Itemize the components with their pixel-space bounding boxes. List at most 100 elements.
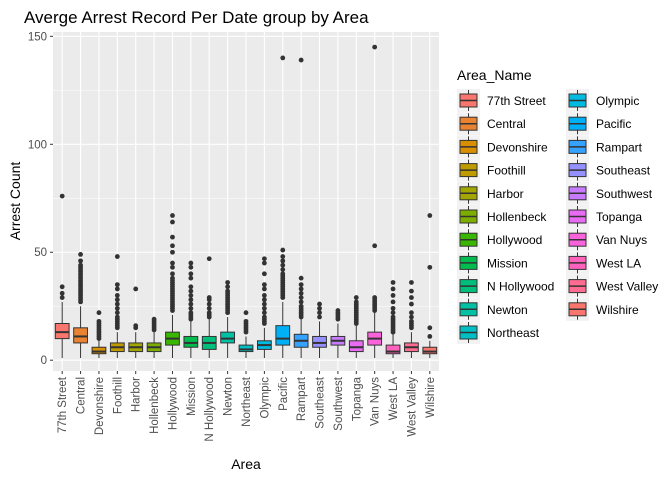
outlier-point: [372, 295, 378, 300]
box: [73, 327, 88, 344]
outlier-point: [298, 299, 304, 305]
outlier-point: [243, 310, 249, 316]
outlier-point: [78, 262, 83, 268]
legend-label: N Hollywood: [487, 280, 554, 294]
legend-item-77th-street: 77th Street: [457, 89, 546, 112]
outlier-point: [390, 286, 396, 292]
outlier-point: [188, 301, 194, 307]
outlier-point: [170, 213, 175, 218]
outlier-point: [261, 297, 267, 303]
box: [91, 346, 107, 355]
boxplot-hollywood: [165, 213, 180, 359]
legend-label: Northeast: [487, 326, 540, 340]
x-tick-label: Southeast: [315, 376, 327, 429]
outlier-point: [317, 305, 322, 311]
outlier-point: [409, 318, 414, 324]
outlier-point: [317, 310, 322, 316]
outlier-point: [225, 288, 231, 294]
legend-label: 77th Street: [487, 94, 546, 108]
outlier-point: [390, 310, 396, 316]
x-tick-label: Hollywood: [167, 377, 179, 430]
legend-label: West LA: [596, 256, 641, 270]
box: [54, 322, 70, 340]
boxplot-devonshire: [91, 310, 107, 359]
outlier-point: [261, 305, 267, 311]
outlier-point: [280, 55, 286, 61]
boxplot-northeast: [238, 310, 254, 359]
outlier-point: [298, 57, 304, 63]
x-tick-label: Topanga: [351, 376, 363, 421]
legend-item-central: Central: [457, 112, 526, 136]
x-tick-label: Rampart: [296, 376, 308, 421]
outlier-point: [170, 249, 175, 255]
legend-item-van-nuys: Van Nuys: [566, 228, 647, 252]
boxplot-harbor: [128, 286, 144, 359]
x-tick-label: Van Nuys: [370, 377, 382, 426]
legend-item-newton: Newton: [457, 297, 528, 321]
legend: Area_Name 77th Street Central Devonshire Fo…: [457, 67, 658, 344]
boxplot-van-nuys: [367, 44, 383, 359]
chart-title: Averge Arrest Record Per Date group by A…: [24, 8, 369, 27]
outlier-point: [427, 334, 433, 339]
outlier-point: [188, 271, 194, 277]
outlier-point: [59, 193, 65, 199]
outlier-point: [298, 286, 304, 292]
legend-label: Southeast: [596, 164, 651, 178]
legend-label: West Valley: [596, 280, 658, 294]
outlier-point: [188, 284, 194, 290]
outlier-point: [427, 325, 433, 331]
outlier-point: [409, 301, 414, 307]
outlier-point: [59, 295, 65, 300]
y-tick-label: 0: [41, 355, 47, 367]
boxplot-hollenbeck: [146, 316, 162, 359]
outlier-point: [225, 284, 231, 290]
outlier-point: [188, 293, 194, 298]
x-tick-label: West Valley: [406, 377, 418, 437]
x-tick-label: Newton: [223, 377, 235, 416]
y-axis-title: Arrest Count: [7, 162, 23, 241]
boxplot-west-valley: [404, 280, 419, 359]
legend-label: Southwest: [596, 187, 653, 201]
legend-item-olympic: Olympic: [566, 89, 639, 112]
outlier-point: [409, 314, 414, 320]
boxplot-newton: [220, 280, 236, 359]
outlier-point: [261, 301, 267, 307]
legend-label: Foothill: [487, 164, 526, 178]
boxplot-mission: [183, 260, 199, 359]
outlier-point: [409, 310, 414, 316]
outlier-point: [59, 284, 65, 290]
legend-item-pacific: Pacific: [566, 112, 631, 136]
outlier-point: [114, 293, 120, 298]
outlier-point: [409, 288, 414, 294]
box: [348, 340, 364, 353]
boxplot-foothill: [109, 254, 125, 359]
outlier-point: [335, 308, 341, 313]
outlier-point: [206, 301, 212, 307]
boxplots: [54, 44, 438, 359]
outlier-point: [390, 293, 396, 298]
outlier-point: [298, 303, 304, 309]
outlier-point: [409, 280, 414, 285]
y-tick-label: 150: [28, 31, 47, 43]
outlier-point: [353, 299, 359, 305]
boxplot-n-hollywood: [201, 256, 217, 359]
legend-label: Rampart: [596, 140, 643, 154]
outlier-point: [390, 314, 396, 320]
outlier-point: [353, 295, 359, 300]
outlier-point: [114, 282, 120, 288]
legend-label: Harbor: [487, 187, 524, 201]
outlier-point: [390, 305, 396, 311]
box: [422, 346, 438, 355]
legend-item-wilshire: Wilshire: [566, 297, 639, 321]
x-tick-label: Hollenbeck: [149, 377, 161, 434]
y-tick-label: 100: [28, 139, 47, 151]
legend-title: Area_Name: [457, 67, 532, 83]
legend-label: Hollenbeck: [487, 210, 547, 224]
outlier-point: [206, 256, 212, 262]
outlier-point: [280, 262, 286, 268]
outlier-point: [206, 295, 212, 300]
outlier-point: [317, 314, 322, 320]
outlier-point: [206, 310, 212, 316]
outlier-point: [188, 275, 194, 281]
outlier-point: [170, 271, 175, 277]
